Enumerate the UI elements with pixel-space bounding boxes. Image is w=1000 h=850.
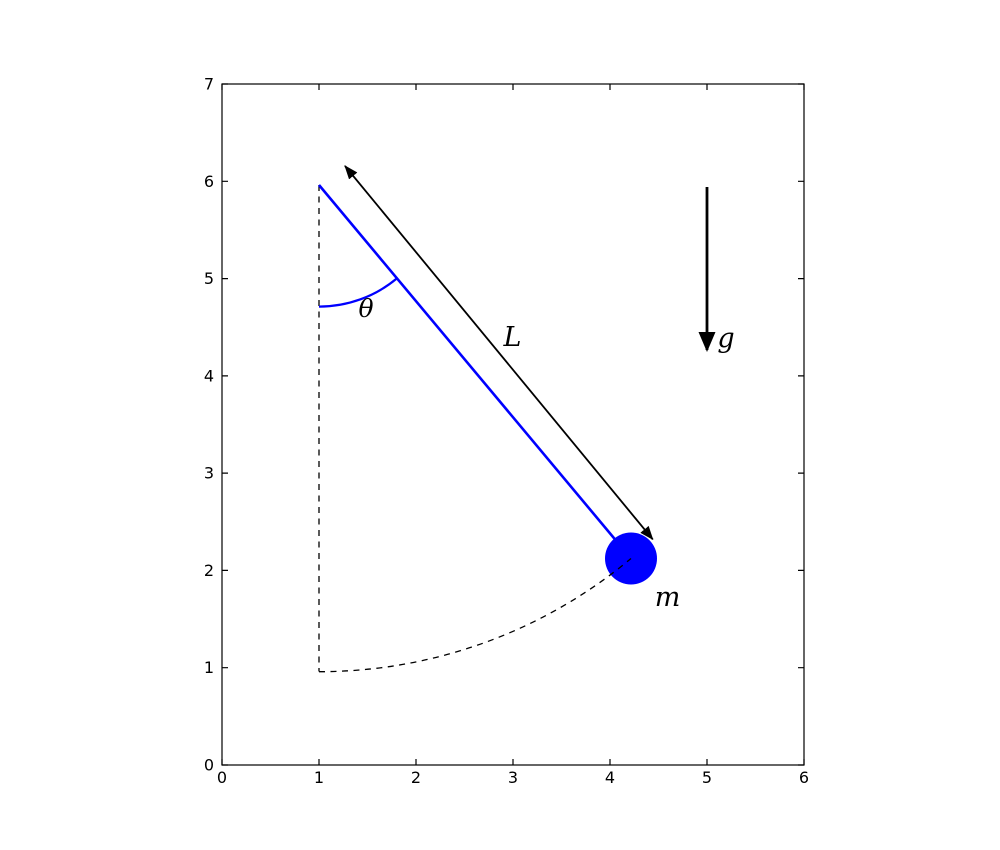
theta-label: θ xyxy=(358,294,373,323)
y-tick-label-7: 7 xyxy=(204,75,214,94)
y-tick-label-4: 4 xyxy=(204,366,214,385)
rod-length-label: L xyxy=(503,322,522,353)
x-tick-label-1: 1 xyxy=(314,768,324,787)
y-tick-label-2: 2 xyxy=(204,561,214,580)
x-tick-label-0: 0 xyxy=(217,768,227,787)
x-tick-label-3: 3 xyxy=(508,768,518,787)
x-axis-top-tick-marks xyxy=(221,84,805,90)
x-tick-label-5: 5 xyxy=(702,768,712,787)
plot-area xyxy=(222,84,804,765)
x-tick-label-2: 2 xyxy=(411,768,421,787)
y-tick-label-3: 3 xyxy=(204,464,214,483)
y-tick-label-1: 1 xyxy=(204,658,214,677)
mass-label: m xyxy=(655,582,681,613)
x-tick-label-4: 4 xyxy=(605,768,615,787)
x-axis-tick-labels: 0 1 2 3 4 5 6 xyxy=(217,768,809,787)
gravity-label: g xyxy=(717,323,734,354)
y-axis-right-tick-marks xyxy=(798,83,804,766)
y-tick-label-6: 6 xyxy=(204,172,214,191)
x-axis-bottom-tick-marks xyxy=(221,759,805,765)
x-tick-label-6: 6 xyxy=(799,768,809,787)
y-axis-left-tick-marks xyxy=(222,83,228,766)
y-axis-tick-labels: 0 1 2 3 4 5 6 7 xyxy=(204,75,214,775)
length-arrow xyxy=(344,165,654,541)
y-tick-label-5: 5 xyxy=(204,269,214,288)
y-tick-label-0: 0 xyxy=(204,756,214,775)
